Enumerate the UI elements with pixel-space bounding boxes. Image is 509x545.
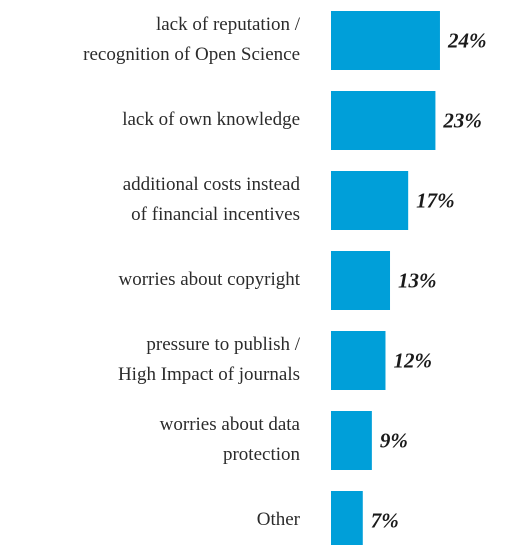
category-label: lack of reputation /: [156, 14, 301, 35]
category-label: of financial incentives: [131, 204, 300, 225]
category-label: pressure to publish /: [146, 334, 300, 355]
value-label: 17%: [416, 188, 455, 212]
bar: [331, 11, 440, 70]
bar: [331, 91, 436, 150]
value-label: 7%: [371, 508, 399, 532]
bar: [331, 491, 363, 545]
bar: [331, 171, 409, 230]
value-label: 24%: [447, 28, 487, 52]
category-label: recognition of Open Science: [83, 44, 300, 65]
category-label: worries about copyright: [118, 269, 300, 290]
category-label: additional costs instead: [123, 174, 301, 195]
category-label: Other: [257, 509, 301, 530]
category-label: lack of own knowledge: [122, 109, 300, 130]
category-label: worries about data: [160, 414, 301, 435]
value-label: 9%: [380, 428, 408, 452]
bar: [331, 251, 391, 310]
category-label: protection: [223, 444, 301, 465]
category-label: High Impact of journals: [118, 364, 300, 385]
value-label: 13%: [398, 268, 437, 292]
value-label: 23%: [442, 108, 482, 132]
bar: [331, 331, 386, 390]
bar: [331, 411, 372, 470]
value-label: 12%: [393, 348, 432, 372]
